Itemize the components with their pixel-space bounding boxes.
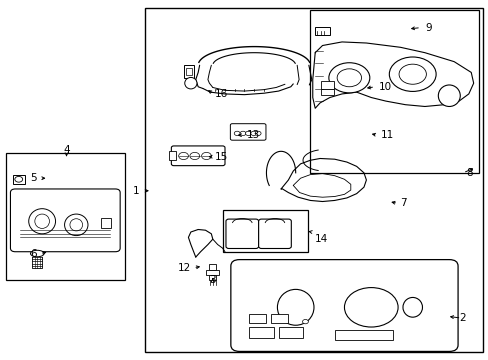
Bar	[249, 315, 266, 323]
Text: 4: 4	[63, 144, 70, 154]
Text: 1: 1	[133, 186, 140, 196]
Ellipse shape	[35, 214, 49, 228]
Circle shape	[250, 131, 256, 135]
Circle shape	[344, 288, 397, 327]
Text: 11: 11	[380, 130, 393, 140]
Circle shape	[398, 64, 426, 84]
Bar	[278, 327, 303, 338]
Circle shape	[328, 63, 369, 93]
Ellipse shape	[29, 209, 56, 234]
Text: 5: 5	[31, 173, 37, 183]
FancyBboxPatch shape	[10, 189, 120, 252]
Bar	[206, 270, 219, 275]
Bar	[209, 275, 216, 280]
Text: 10: 10	[378, 82, 391, 92]
Bar	[320, 89, 333, 95]
Bar	[5, 153, 125, 280]
Bar	[222, 211, 307, 252]
Circle shape	[178, 152, 188, 159]
Bar	[271, 315, 288, 323]
Circle shape	[245, 131, 251, 135]
Bar	[320, 81, 333, 89]
Bar	[185, 68, 191, 75]
Bar	[310, 10, 478, 173]
Bar	[315, 27, 329, 35]
Ellipse shape	[30, 250, 44, 257]
FancyBboxPatch shape	[171, 146, 224, 166]
Circle shape	[189, 152, 199, 159]
Ellipse shape	[437, 85, 459, 107]
Bar	[168, 151, 176, 160]
Circle shape	[15, 176, 22, 182]
Text: 3: 3	[209, 275, 216, 285]
Bar	[334, 329, 392, 339]
Bar	[144, 8, 483, 352]
Bar	[249, 327, 273, 338]
Text: 16: 16	[215, 89, 228, 99]
Circle shape	[255, 131, 261, 135]
FancyBboxPatch shape	[258, 219, 291, 248]
Ellipse shape	[402, 297, 422, 317]
Circle shape	[336, 69, 361, 87]
FancyBboxPatch shape	[225, 219, 258, 248]
Circle shape	[240, 131, 245, 135]
Circle shape	[388, 57, 435, 91]
Text: 9: 9	[424, 23, 430, 33]
Text: 13: 13	[246, 130, 260, 140]
Text: 6: 6	[31, 248, 37, 258]
Text: 15: 15	[215, 152, 228, 162]
Text: 14: 14	[315, 234, 328, 244]
Circle shape	[201, 152, 211, 159]
Ellipse shape	[70, 219, 82, 231]
Ellipse shape	[277, 289, 313, 325]
FancyBboxPatch shape	[230, 124, 265, 140]
Bar	[13, 175, 25, 184]
Text: 12: 12	[177, 263, 190, 273]
Circle shape	[234, 131, 240, 135]
Ellipse shape	[184, 77, 197, 89]
Ellipse shape	[64, 214, 88, 235]
Text: 7: 7	[400, 198, 407, 208]
Bar	[209, 264, 216, 270]
Bar	[183, 65, 194, 78]
Bar	[101, 218, 111, 228]
Text: 8: 8	[466, 168, 472, 178]
FancyBboxPatch shape	[230, 260, 457, 351]
Circle shape	[302, 319, 308, 324]
Text: 2: 2	[459, 313, 466, 323]
